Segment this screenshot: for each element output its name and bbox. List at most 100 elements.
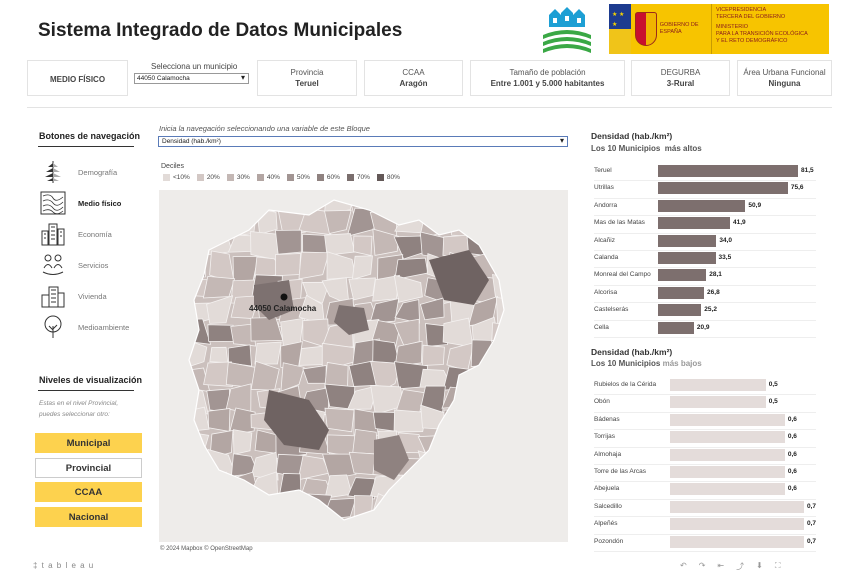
level-button-municipal[interactable]: Municipal <box>35 433 142 453</box>
revert-icon[interactable]: ⇤ <box>717 561 724 572</box>
municipality-area <box>300 522 330 542</box>
bar[interactable] <box>658 235 716 247</box>
legend-item[interactable]: 60% <box>317 174 340 181</box>
municipality-area <box>323 516 352 542</box>
bar[interactable] <box>658 269 706 281</box>
bottom-chart-title: Densidad (hab./km²) <box>591 347 672 357</box>
legend-item[interactable]: 80% <box>377 174 400 181</box>
bar[interactable] <box>670 396 766 408</box>
housing-icon <box>40 283 66 309</box>
legend-swatch <box>377 174 384 181</box>
municipality-area <box>275 230 301 254</box>
legend-item[interactable]: 70% <box>347 174 370 181</box>
municipality-area <box>466 455 497 475</box>
bar[interactable] <box>670 501 804 513</box>
municipality-area <box>566 277 568 304</box>
redo-icon[interactable]: ↷ <box>699 561 706 572</box>
bar[interactable] <box>670 431 785 443</box>
levels-title: Niveles de visualización <box>39 375 142 385</box>
nav-item-servicios[interactable]: Servicios <box>40 251 150 279</box>
row-divider <box>594 394 816 395</box>
download-icon[interactable]: ⬇ <box>756 561 763 572</box>
teruel-province-map <box>159 190 568 542</box>
municipality-area <box>517 384 543 412</box>
nav-item-medio-fisico[interactable]: Medio físico <box>40 189 150 217</box>
choropleth-map[interactable] <box>159 190 568 542</box>
bar[interactable] <box>670 414 785 426</box>
fullscreen-icon[interactable]: ⛶ <box>775 561 781 572</box>
tableau-logo: ‡ t a b l e a u <box>33 561 94 570</box>
municipality-area <box>443 318 473 347</box>
bar[interactable] <box>670 536 804 548</box>
municipality-area <box>496 384 518 411</box>
bar[interactable] <box>658 165 798 177</box>
municipality-area <box>206 208 235 237</box>
map-hint: Inicia la navegación seleccionando una v… <box>159 124 370 133</box>
bar-value: 0,6 <box>788 468 797 475</box>
top-chart-subtitle: Los 10 Municipios más altos <box>591 144 702 153</box>
row-divider <box>594 320 816 321</box>
municipality-dropdown[interactable]: 44050 Calamocha <box>134 73 249 84</box>
municipality-area <box>180 431 209 457</box>
bar[interactable] <box>658 217 730 229</box>
nav-item-vivienda[interactable]: Vivienda <box>40 282 150 310</box>
bar[interactable] <box>658 252 716 264</box>
bar[interactable] <box>670 449 785 461</box>
municipality-area <box>516 211 541 231</box>
municipality-area <box>442 472 469 495</box>
variable-dropdown[interactable]: Densidad (hab./km²) <box>158 136 568 147</box>
bar[interactable] <box>658 287 704 299</box>
municipality-area <box>423 518 451 542</box>
undo-icon[interactable]: ↶ <box>680 561 687 572</box>
nav-item-medioambiente[interactable]: Medioambiente <box>40 313 150 341</box>
municipality-area <box>186 452 208 478</box>
level-button-provincial[interactable]: Provincial <box>35 458 142 478</box>
bar[interactable] <box>670 518 804 530</box>
share-icon[interactable]: ⤴ <box>736 561 744 572</box>
legend-item[interactable]: 20% <box>197 174 220 181</box>
legend-item[interactable]: 30% <box>227 174 250 181</box>
level-button-nacional[interactable]: Nacional <box>35 507 142 527</box>
legend-item[interactable]: 40% <box>257 174 280 181</box>
bar[interactable] <box>670 483 785 495</box>
nav-item-economia[interactable]: Economía <box>40 220 150 248</box>
legend-item[interactable]: 50% <box>287 174 310 181</box>
municipality-area <box>493 361 523 391</box>
bar[interactable] <box>658 200 745 212</box>
bar[interactable] <box>658 304 701 316</box>
bar-label: Obón <box>594 398 610 405</box>
municipality-area <box>159 405 186 431</box>
environment-icon <box>40 314 66 340</box>
nav-item-demografia[interactable]: Demografía <box>40 158 150 186</box>
bar-value: 26,8 <box>707 289 720 296</box>
level-button-ccaa[interactable]: CCAA <box>35 482 142 502</box>
legend-item[interactable]: <10% <box>163 174 190 181</box>
municipality-area <box>180 258 206 277</box>
bar[interactable] <box>658 322 694 334</box>
bar[interactable] <box>658 182 788 194</box>
bar[interactable] <box>670 466 785 478</box>
bar[interactable] <box>670 379 766 391</box>
levels-note: Estas en el nivel Provincial, puedes sel… <box>39 398 139 420</box>
municipality-area <box>469 208 495 237</box>
